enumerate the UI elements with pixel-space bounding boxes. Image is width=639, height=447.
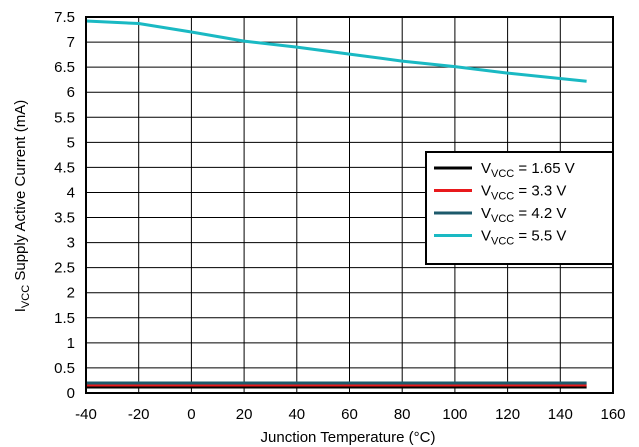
x-tick-label: 40: [288, 406, 305, 423]
legend-label: VVCC = 3.3 V: [481, 183, 566, 203]
legend-label-rest: = 1.65 V: [514, 160, 574, 177]
y-tick-label: 4: [67, 184, 75, 201]
y-tick-label: 1: [67, 335, 75, 352]
legend-label-sub: VCC: [491, 168, 514, 180]
y-tick-label: 4.5: [54, 159, 75, 176]
y-axis-title-main: I: [12, 308, 29, 312]
y-axis-title-sub: VCC: [20, 285, 32, 308]
series-line-4: [85, 19, 587, 83]
x-tick-label: -40: [75, 406, 97, 423]
legend-label-sub: VCC: [491, 236, 514, 248]
y-tick-label: 5.5: [54, 109, 75, 126]
x-tick-label: 100: [442, 406, 467, 423]
x-axis-title: Junction Temperature (°C): [261, 429, 436, 446]
y-tick-labels: 0 0.5 1 1.5 2 2.5 3 3.5 4 4.5 5 5.5 6 6.5 7 7.5: [54, 9, 75, 402]
legend-item: VVCC = 3.3 V: [434, 183, 566, 203]
y-tick-label: 2.5: [54, 260, 75, 277]
legend-label-main: V: [481, 205, 491, 222]
y-tick-label: 7: [67, 34, 75, 51]
series-lines: [85, 19, 587, 389]
x-tick-label: 60: [341, 406, 358, 423]
y-tick-label: 0: [67, 385, 75, 402]
legend-item: VVCC = 1.65 V: [434, 160, 575, 180]
legend-label: VVCC = 5.5 V: [481, 228, 566, 248]
legend-label: VVCC = 1.65 V: [481, 160, 575, 180]
y-tick-label: 1.5: [54, 310, 75, 327]
legend-label-sub: VCC: [491, 213, 514, 225]
legend-label-rest: = 4.2 V: [514, 205, 566, 222]
y-tick-label: 0.5: [54, 360, 75, 377]
x-tick-label: -20: [128, 406, 150, 423]
y-tick-label: 3: [67, 235, 75, 252]
y-tick-label: 6: [67, 84, 75, 101]
x-tick-labels: -40 -20 0 20 40 60 80 100 120 140 160: [75, 406, 625, 423]
legend-label-main: V: [481, 160, 491, 177]
legend-label-sub: VCC: [491, 191, 514, 203]
legend-label-main: V: [481, 228, 491, 245]
legend-item: VVCC = 5.5 V: [434, 228, 566, 248]
legend-box: [425, 151, 614, 265]
legend-label: VVCC = 4.2 V: [481, 205, 566, 225]
legend-label-main: V: [481, 183, 491, 200]
legend-item: VVCC = 4.2 V: [434, 205, 566, 225]
y-tick-label: 3.5: [54, 210, 75, 227]
y-tick-label: 2: [67, 285, 75, 302]
x-tick-label: 120: [495, 406, 520, 423]
x-tick-label: 140: [548, 406, 573, 423]
x-tick-label: 20: [236, 406, 253, 423]
x-tick-label: 0: [187, 406, 195, 423]
y-axis-title: IVCC Supply Active Current (mA): [12, 100, 32, 312]
x-tick-label: 80: [394, 406, 411, 423]
y-tick-label: 7.5: [54, 9, 75, 26]
y-axis-title-rest: Supply Active Current (mA): [12, 100, 29, 285]
y-tick-label: 6.5: [54, 59, 75, 76]
x-tick-label: 160: [600, 406, 625, 423]
legend-label-rest: = 5.5 V: [514, 228, 566, 245]
y-tick-label: 5: [67, 134, 75, 151]
legend-label-rest: = 3.3 V: [514, 183, 566, 200]
